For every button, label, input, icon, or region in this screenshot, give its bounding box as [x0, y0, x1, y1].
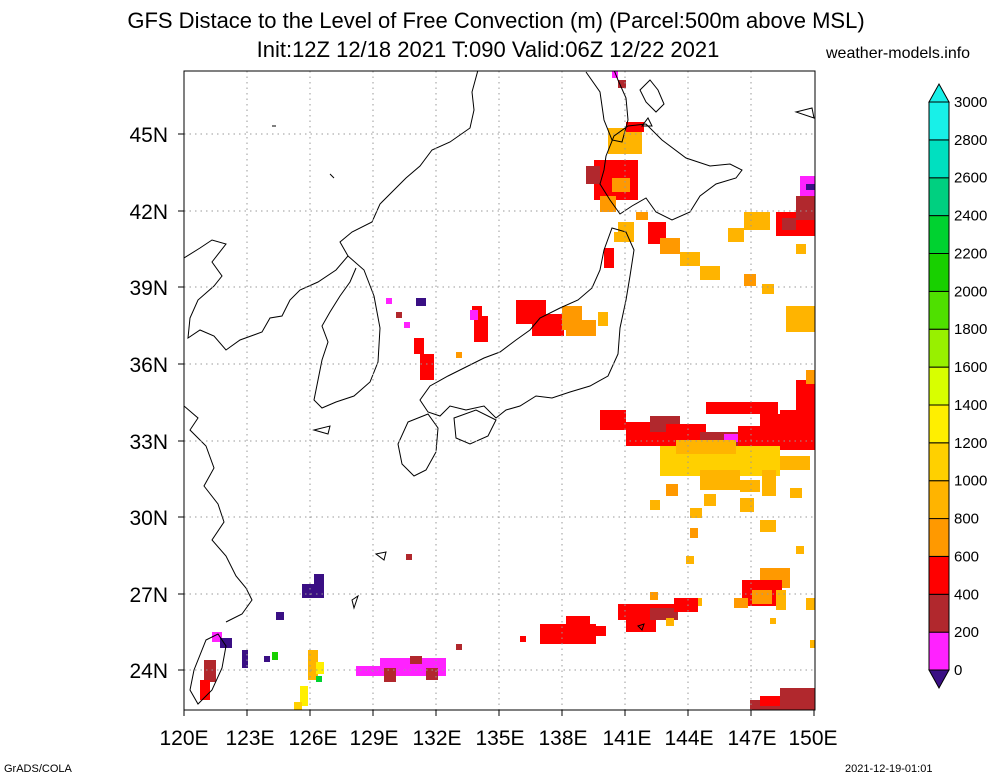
graticule — [184, 71, 815, 710]
colorbar-label: 800 — [954, 511, 979, 528]
lat-tick-label: 30N — [129, 507, 168, 530]
footer-credit: GrADS/COLA — [4, 763, 72, 775]
coastlines — [184, 71, 815, 705]
lat-tick-label: 27N — [129, 584, 168, 607]
colorbar-bottom-arrow — [928, 669, 950, 690]
colorbar-segment — [928, 139, 950, 179]
lat-tick-label: 36N — [129, 354, 168, 377]
colorbar-label: 2200 — [954, 246, 987, 263]
colorbar-label: 1600 — [954, 359, 987, 376]
colorbar-label: 1200 — [954, 435, 987, 452]
colorbar-label: 2400 — [954, 208, 987, 225]
field-cells — [200, 71, 815, 710]
lat-tick-label: 39N — [129, 277, 168, 300]
lon-tick-label: 120E — [159, 727, 208, 750]
colorbar-segment — [928, 555, 950, 595]
colorbar-segment — [928, 328, 950, 368]
lat-tick-label: 42N — [129, 201, 168, 224]
lon-tick-label: 135E — [475, 727, 524, 750]
lat-tick-label: 24N — [129, 660, 168, 683]
footer-timestamp: 2021-12-19-01:01 — [845, 763, 933, 775]
colorbar: 0 200 400 600 800 1000 1200 1400 1600 1800 2000 220… — [928, 82, 987, 690]
lon-tick-label: 138E — [538, 727, 587, 750]
lat-tick-label: 45N — [129, 124, 168, 147]
colorbar-segment — [928, 404, 950, 444]
lat-tick-label: 33N — [129, 431, 168, 454]
colorbar-segment — [928, 290, 950, 330]
colorbar-segment — [928, 253, 950, 292]
lon-tick-label: 147E — [727, 727, 776, 750]
colorbar-label: 600 — [954, 548, 979, 565]
colorbar-segment — [928, 593, 950, 633]
colorbar-segment — [928, 177, 950, 217]
colorbar-segment — [928, 442, 950, 482]
colorbar-label: 1000 — [954, 473, 987, 490]
source-site: weather-models.info — [826, 45, 971, 62]
colorbar-label: 400 — [954, 586, 979, 603]
colorbar-label: 3000 — [954, 94, 987, 111]
lon-tick-label: 126E — [288, 727, 337, 750]
colorbar-label: 0 — [954, 662, 962, 679]
lon-tick-label: 123E — [225, 727, 274, 750]
colorbar-label: 2000 — [954, 283, 987, 300]
colorbar-segment — [928, 215, 950, 255]
lon-tick-label: 150E — [788, 727, 837, 750]
lon-tick-label: 141E — [602, 727, 651, 750]
colorbar-label: 2600 — [954, 170, 987, 187]
colorbar-segment — [928, 101, 950, 141]
colorbar-segment — [928, 480, 950, 520]
colorbar-label: 2800 — [954, 132, 987, 149]
chart-subtitle: Init:12Z 12/18 2021 T:090 Valid:06Z 12/2… — [256, 37, 720, 62]
colorbar-segment — [928, 631, 950, 671]
lon-tick-label: 129E — [349, 727, 398, 750]
colorbar-label: 1400 — [954, 397, 987, 414]
colorbar-top-arrow — [928, 82, 950, 103]
colorbar-label: 200 — [954, 624, 979, 641]
lon-tick-label: 144E — [664, 727, 713, 750]
colorbar-label: 1800 — [954, 321, 987, 338]
chart-title: GFS Distace to the Level of Free Convect… — [127, 8, 865, 33]
colorbar-segment — [928, 518, 950, 557]
axis-ticks — [178, 133, 815, 716]
lon-tick-label: 132E — [412, 727, 461, 750]
colorbar-segment — [928, 366, 950, 406]
